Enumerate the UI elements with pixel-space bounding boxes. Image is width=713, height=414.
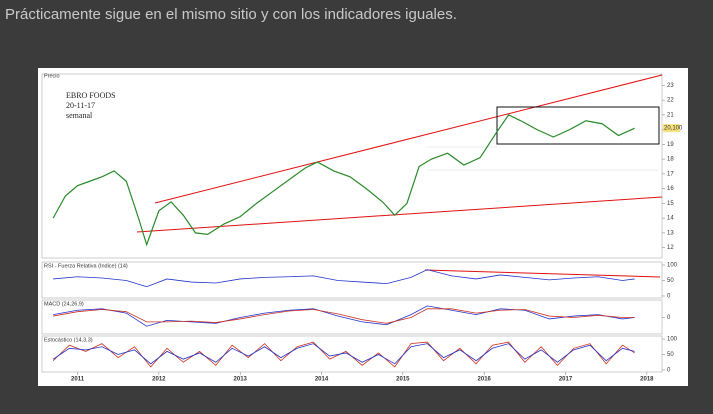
panel-title: Estocástico (14,3,3) bbox=[44, 337, 93, 343]
panel bbox=[41, 335, 663, 373]
x-tick-label: 2017 bbox=[559, 377, 573, 383]
last-price-box bbox=[663, 124, 680, 133]
price-line bbox=[52, 341, 635, 368]
price-line bbox=[53, 305, 635, 327]
chart-frame bbox=[38, 68, 688, 386]
panel-title: Precio bbox=[44, 73, 60, 79]
price-line bbox=[52, 114, 635, 247]
last-price-label: 20,100 bbox=[664, 126, 683, 132]
y-tick-label: 18 bbox=[667, 157, 674, 163]
x-tick-label: 2016 bbox=[478, 377, 492, 383]
price-line bbox=[53, 269, 635, 288]
y-tick-label: 0 bbox=[667, 294, 671, 300]
price-line bbox=[52, 343, 635, 365]
x-tick-label: 2011 bbox=[71, 377, 85, 383]
x-tick-label: 2013 bbox=[234, 377, 248, 383]
y-tick-label: 15 bbox=[667, 201, 674, 207]
y-tick-label: 17 bbox=[667, 171, 674, 177]
panel-title: RSI - Fuerza Relativa (Indice) (14) bbox=[44, 263, 128, 269]
trendline bbox=[136, 196, 663, 233]
panel bbox=[41, 299, 663, 335]
trendline bbox=[424, 269, 661, 278]
panel bbox=[41, 261, 663, 299]
y-tick-label: 19 bbox=[667, 142, 674, 148]
y-tick-label: 13 bbox=[667, 230, 674, 236]
y-tick-label: 0 bbox=[667, 368, 671, 374]
price-line bbox=[53, 308, 635, 324]
post-text: Prácticamente sigue en el mismo sitio y … bbox=[5, 6, 457, 23]
y-tick-label: 23 bbox=[667, 83, 674, 89]
trendline bbox=[154, 74, 663, 204]
range-box bbox=[496, 106, 660, 145]
y-tick-label: 12 bbox=[667, 245, 674, 251]
y-tick-label: 100 bbox=[667, 263, 678, 269]
annotation: semanal bbox=[66, 111, 93, 120]
y-tick-label: 14 bbox=[667, 216, 674, 222]
y-tick-label: 16 bbox=[667, 186, 674, 192]
x-tick-label: 2015 bbox=[396, 377, 410, 383]
y-tick-label: 0 bbox=[667, 315, 671, 321]
annotation: 20-11-17 bbox=[66, 101, 95, 110]
y-tick-label: 50 bbox=[667, 352, 674, 358]
y-tick-label: 21 bbox=[667, 112, 674, 118]
y-tick-label: 22 bbox=[667, 98, 674, 104]
x-tick-label: 2014 bbox=[315, 377, 329, 383]
panel bbox=[41, 73, 663, 259]
y-tick-label: 100 bbox=[667, 337, 678, 343]
panel-title: MACD (24,26,9) bbox=[44, 301, 84, 307]
annotation: EBRO FOODS bbox=[66, 91, 116, 100]
x-tick-label: 2012 bbox=[152, 377, 166, 383]
y-tick-label: 50 bbox=[667, 278, 674, 284]
x-tick-label: 2018 bbox=[640, 377, 654, 383]
